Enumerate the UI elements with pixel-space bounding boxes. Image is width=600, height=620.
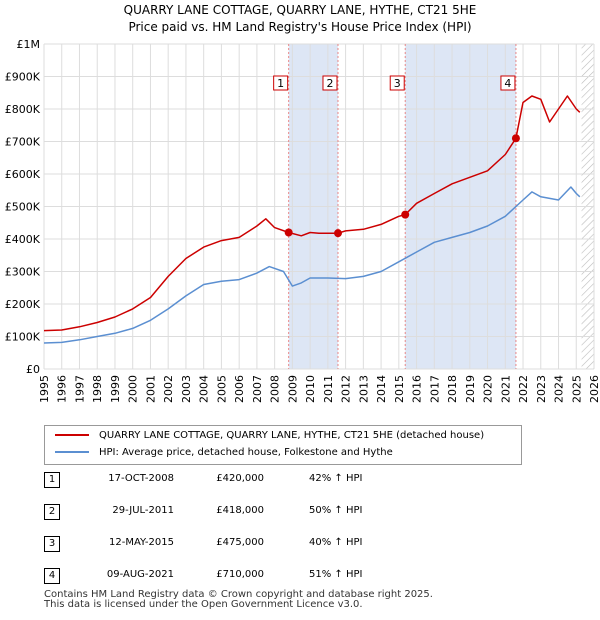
x-tick-label: 2018 [446, 375, 459, 403]
sale-point [401, 210, 410, 219]
sale-marker-badge: 2 [44, 504, 60, 520]
x-tick-label: 2013 [357, 375, 370, 403]
sale-hpi-change: 42% ↑ HPI [309, 473, 363, 484]
sale-date: 29-JUL-2011 [112, 505, 174, 516]
sale-price: £475,000 [216, 537, 264, 548]
legend-swatch-property [55, 434, 89, 436]
x-tick-label: 2019 [464, 375, 477, 403]
x-tick-label: 2005 [215, 375, 228, 403]
footer: Contains HM Land Registry data © Crown c… [44, 590, 433, 610]
y-tick-label: £800K [5, 103, 41, 116]
sale-label-box [389, 75, 405, 91]
x-tick-label: 1997 [73, 375, 86, 403]
sale-date: 09-AUG-2021 [106, 569, 174, 580]
sale-label-number: 4 [504, 77, 511, 90]
x-tick-label: 1998 [91, 375, 104, 403]
x-tick-label: 2010 [304, 375, 317, 403]
x-tick-label: 2022 [517, 375, 530, 403]
y-tick-label: £100K [5, 331, 41, 344]
x-tick-label: 2026 [588, 375, 600, 403]
sale-label-box [273, 75, 289, 91]
sale-row: 3 12-MAY-2015 £475,000 40% ↑ HPI [44, 536, 444, 554]
x-tick-label: 2011 [322, 375, 335, 403]
x-tick-label: 2000 [127, 375, 140, 403]
legend: QUARRY LANE COTTAGE, QUARRY LANE, HYTHE,… [44, 425, 522, 465]
x-tick-label: 2007 [251, 375, 264, 403]
sale-price: £418,000 [216, 505, 264, 516]
x-tick-label: 2002 [162, 375, 175, 403]
sale-hpi-change: 50% ↑ HPI [309, 505, 363, 516]
chart-subtitle: Price paid vs. HM Land Registry's House … [128, 20, 472, 34]
x-tick-label: 2001 [144, 375, 157, 403]
sale-marker-badge: 4 [44, 568, 60, 584]
hpi-series-line [43, 186, 581, 344]
x-tick-label: 2009 [286, 375, 299, 403]
footer-copyright: Contains HM Land Registry data © Crown c… [44, 589, 433, 600]
y-tick-label: £1M [17, 38, 41, 51]
y-tick-label: £600K [5, 168, 41, 181]
x-tick-label: 2020 [482, 375, 495, 403]
sale-label-number: 1 [277, 77, 284, 90]
x-tick-label: 1999 [109, 375, 122, 403]
legend-label-hpi: HPI: Average price, detached house, Folk… [99, 447, 393, 458]
x-tick-label: 2023 [535, 375, 548, 403]
x-tick-label: 2006 [233, 375, 246, 403]
sale-point [333, 229, 342, 238]
y-tick-label: £900K [5, 71, 41, 84]
y-tick-label: £400K [5, 233, 41, 246]
sale-point [511, 134, 520, 143]
x-tick-label: 2024 [553, 375, 566, 403]
sale-row: 1 17-OCT-2008 £420,000 42% ↑ HPI [44, 472, 444, 490]
sale-price: £710,000 [216, 569, 264, 580]
legend-item-property: QUARRY LANE COTTAGE, QUARRY LANE, HYTHE,… [55, 428, 484, 444]
x-tick-label: 2021 [499, 375, 512, 403]
x-tick-label: 2025 [570, 375, 583, 403]
sale-marker-badge: 1 [44, 472, 60, 488]
x-tick-label: 2004 [198, 375, 211, 403]
sale-label-number: 2 [326, 77, 333, 90]
x-tick-label: 1996 [56, 375, 69, 403]
sale-label-box [500, 75, 516, 91]
sale-row: 2 29-JUL-2011 £418,000 50% ↑ HPI [44, 504, 444, 522]
sale-marker-badge: 3 [44, 536, 60, 552]
x-tick-label: 2003 [180, 375, 193, 403]
sale-row: 4 09-AUG-2021 £710,000 51% ↑ HPI [44, 568, 444, 586]
y-tick-label: £700K [5, 136, 41, 149]
x-tick-label: 2016 [411, 375, 424, 403]
y-tick-label: £500K [5, 201, 41, 214]
sale-price: £420,000 [216, 473, 264, 484]
x-tick-label: 2014 [375, 375, 388, 403]
x-tick-label: 2008 [269, 375, 282, 403]
x-tick-label: 1995 [38, 375, 51, 403]
y-tick-label: £200K [5, 298, 41, 311]
x-tick-label: 2017 [428, 375, 441, 403]
sale-date: 12-MAY-2015 [108, 537, 174, 548]
sale-label-box [322, 75, 338, 91]
sale-label-number: 3 [394, 77, 401, 90]
footer-licence: This data is licensed under the Open Gov… [44, 599, 363, 610]
y-tick-label: £0 [26, 363, 40, 376]
chart-title: QUARRY LANE COTTAGE, QUARRY LANE, HYTHE,… [123, 3, 477, 17]
x-tick-label: 2012 [340, 375, 353, 403]
sale-date: 17-OCT-2008 [108, 473, 174, 484]
sale-hpi-change: 51% ↑ HPI [309, 569, 363, 580]
sale-hpi-change: 40% ↑ HPI [309, 537, 363, 548]
sale-point [284, 228, 293, 237]
price-chart: £0 £100K £200K £300K £400K £500K £600K £700K £80… [5, 38, 600, 403]
legend-label-property: QUARRY LANE COTTAGE, QUARRY LANE, HYTHE,… [99, 430, 485, 441]
x-tick-label: 2015 [393, 375, 406, 403]
legend-swatch-hpi [55, 451, 89, 453]
y-tick-label: £300K [5, 266, 41, 279]
legend-item-hpi: HPI: Average price, detached house, Folk… [55, 445, 393, 461]
